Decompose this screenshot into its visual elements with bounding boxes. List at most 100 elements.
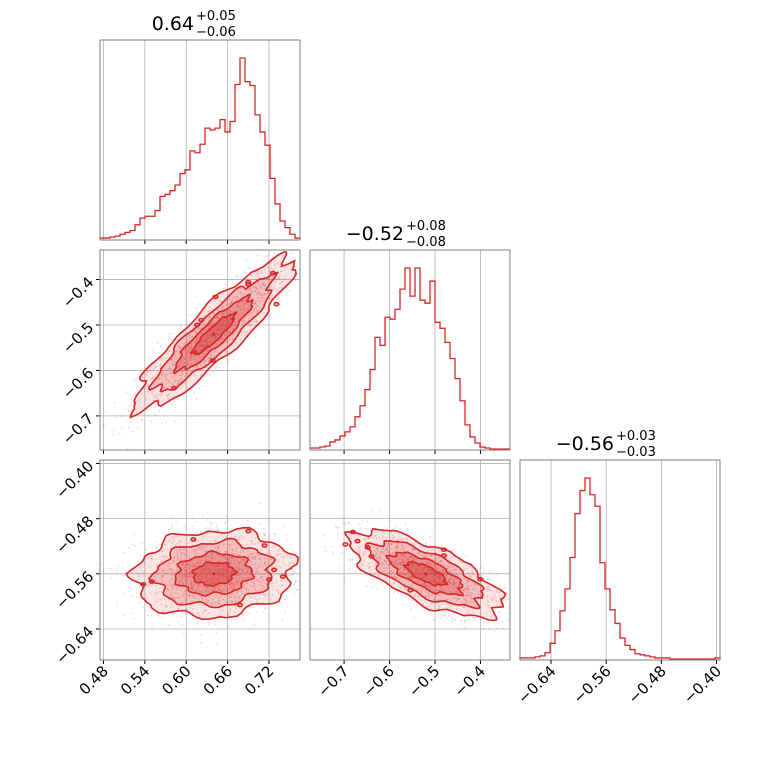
sample-point: [367, 530, 369, 533]
sample-point: [292, 251, 294, 254]
sample-point: [188, 363, 190, 365]
sample-point: [294, 277, 297, 280]
sample-point: [229, 346, 231, 349]
sample-point: [249, 287, 252, 290]
contour-blob: [368, 554, 375, 559]
sample-point: [155, 395, 158, 398]
sample-point: [207, 335, 210, 338]
sample-point: [207, 320, 210, 323]
sample-point: [260, 294, 263, 296]
sample-point: [255, 320, 258, 323]
sample-point: [251, 314, 254, 317]
sample-point: [213, 336, 216, 338]
histogram-frame: [309, 249, 511, 451]
sample-point: [103, 424, 105, 426]
sample-point: [125, 407, 127, 410]
sample-point: [257, 274, 259, 277]
sample-point: [152, 349, 155, 352]
contour-blob: [342, 542, 349, 547]
sample-point: [229, 317, 232, 319]
sample-point: [208, 315, 211, 318]
contour-blob: [354, 538, 361, 544]
sample-point: [262, 312, 265, 315]
sample-point: [285, 595, 288, 598]
sample-point: [188, 359, 191, 362]
sample-point: [222, 328, 225, 331]
sample-point: [191, 415, 193, 418]
sample-point: [454, 543, 457, 546]
sample-point: [201, 343, 204, 346]
sample-point: [116, 600, 118, 603]
sample-point: [231, 297, 234, 300]
sample-point: [130, 543, 133, 546]
sample-point: [283, 255, 285, 257]
sample-point: [221, 313, 224, 316]
sample-point: [173, 403, 176, 406]
sample-point: [179, 363, 182, 366]
sample-point: [177, 352, 180, 354]
sample-point: [169, 367, 172, 370]
sample-point: [150, 378, 153, 380]
sample-point: [215, 366, 218, 368]
sample-point: [201, 338, 204, 341]
sample-point: [237, 317, 240, 320]
sample-point: [254, 302, 257, 305]
sample-point: [148, 414, 151, 417]
sample-point: [227, 309, 230, 312]
sample-point: [122, 415, 124, 418]
sample-point: [195, 307, 197, 309]
sample-point: [393, 592, 396, 595]
sample-point: [180, 361, 183, 363]
sample-point: [209, 374, 212, 376]
sample-point: [218, 328, 220, 331]
sample-point: [281, 619, 284, 621]
sample-point: [218, 617, 221, 620]
contour-blob: [271, 567, 278, 573]
sample-point: [174, 400, 176, 402]
sample-point: [338, 564, 341, 567]
sample-point: [171, 364, 174, 366]
sample-point: [264, 297, 267, 300]
sample-point: [217, 317, 220, 319]
sample-point: [225, 300, 228, 303]
sample-point: [284, 275, 287, 277]
sample-point: [296, 589, 299, 591]
sample-point: [253, 302, 256, 305]
sample-point: [181, 369, 184, 372]
sample-point: [222, 320, 225, 322]
sample-point: [342, 538, 345, 540]
sample-point: [342, 516, 345, 519]
sample-point: [218, 329, 221, 332]
sample-point: [200, 345, 203, 348]
sample-point: [285, 257, 288, 260]
sample-point: [245, 258, 248, 261]
sample-point: [218, 326, 221, 329]
sample-point: [190, 344, 193, 347]
sample-point: [102, 424, 105, 427]
sample-point: [164, 421, 167, 424]
sample-point: [123, 591, 125, 593]
sample-point: [194, 331, 197, 334]
sample-point: [252, 623, 255, 626]
sample-point: [117, 564, 119, 567]
sample-point: [256, 254, 259, 257]
sample-point: [219, 325, 222, 328]
sample-point: [227, 625, 230, 628]
sample-point: [332, 552, 335, 554]
sample-point: [478, 574, 481, 577]
sample-point: [248, 323, 251, 326]
sample-point: [499, 611, 502, 613]
sample-point: [209, 353, 212, 356]
sample-point: [195, 528, 198, 531]
sample-point: [198, 343, 201, 346]
sample-point: [212, 312, 214, 314]
sample-point: [233, 310, 236, 312]
sample-point: [172, 613, 175, 616]
sample-point: [250, 298, 253, 300]
sample-point: [240, 312, 243, 314]
y-tick-label: −0.48: [52, 512, 97, 557]
sample-point: [234, 296, 237, 299]
sample-point: [242, 303, 245, 306]
sample-point: [463, 626, 466, 629]
sample-point: [201, 384, 204, 387]
